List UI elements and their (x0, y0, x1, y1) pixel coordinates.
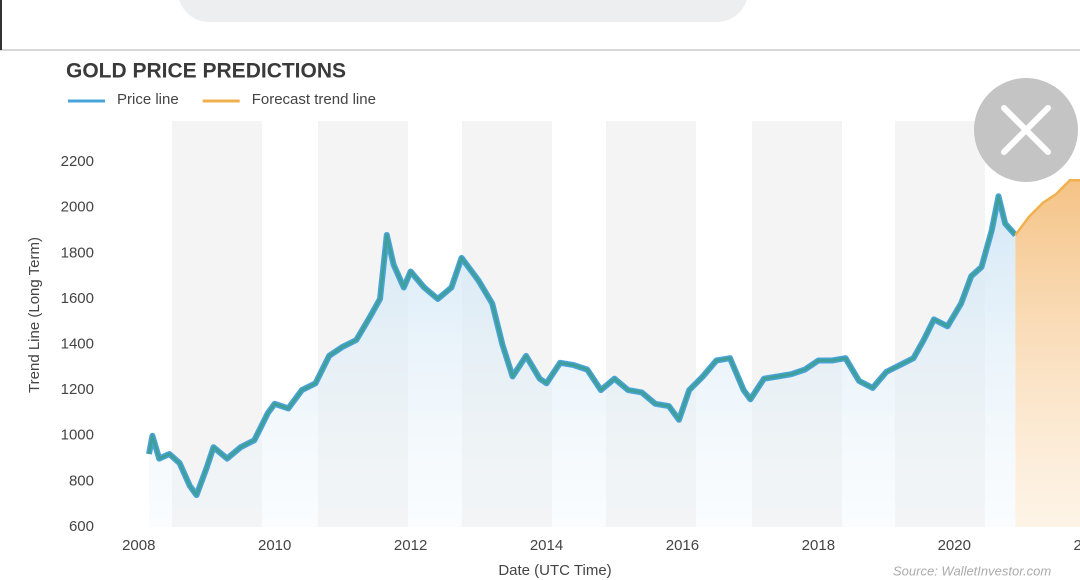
line (147, 194, 1017, 497)
x-tick-label: 2018 (802, 537, 835, 554)
y-tick-label: 1000 (61, 427, 94, 444)
area (149, 196, 1016, 528)
close-button[interactable] (974, 78, 1078, 182)
chart-title: GOLD PRICE PREDICTIONS (66, 60, 346, 83)
plot (146, 179, 1080, 528)
x-tick-label: 2022 (1074, 537, 1080, 554)
y-tick-label: 1600 (61, 290, 94, 307)
x-axis-label: Date (UTC Time) (498, 562, 611, 579)
area (1015, 180, 1080, 528)
x-tick-label: 2020 (938, 537, 971, 554)
y-axis-label: Trend Line (Long Term) (26, 237, 43, 393)
y-tick-label: 800 (69, 472, 94, 489)
y-tick-label: 2200 (61, 153, 94, 170)
x-tick-label: 2014 (530, 537, 563, 554)
close-icon[interactable] (1001, 105, 1051, 155)
source: Source: WalletInvestor.com (893, 563, 1051, 578)
y-tick-label: 2000 (61, 199, 94, 216)
y-tick-label: 600 (69, 518, 94, 535)
y-tick-label: 1400 (61, 335, 94, 352)
search-pill[interactable] (178, 0, 748, 22)
legend-label: Forecast trend line (252, 91, 376, 108)
x-tick-label: 2016 (666, 537, 699, 554)
x-tick-label: 2012 (394, 537, 427, 554)
y-tick-label: 1200 (61, 381, 94, 398)
x-tick-label: 2008 (122, 537, 155, 554)
legend-label: Price line (117, 91, 179, 108)
line (1014, 179, 1080, 236)
y-tick-label: 1800 (61, 244, 94, 261)
x-tick-label: 2010 (258, 537, 291, 554)
